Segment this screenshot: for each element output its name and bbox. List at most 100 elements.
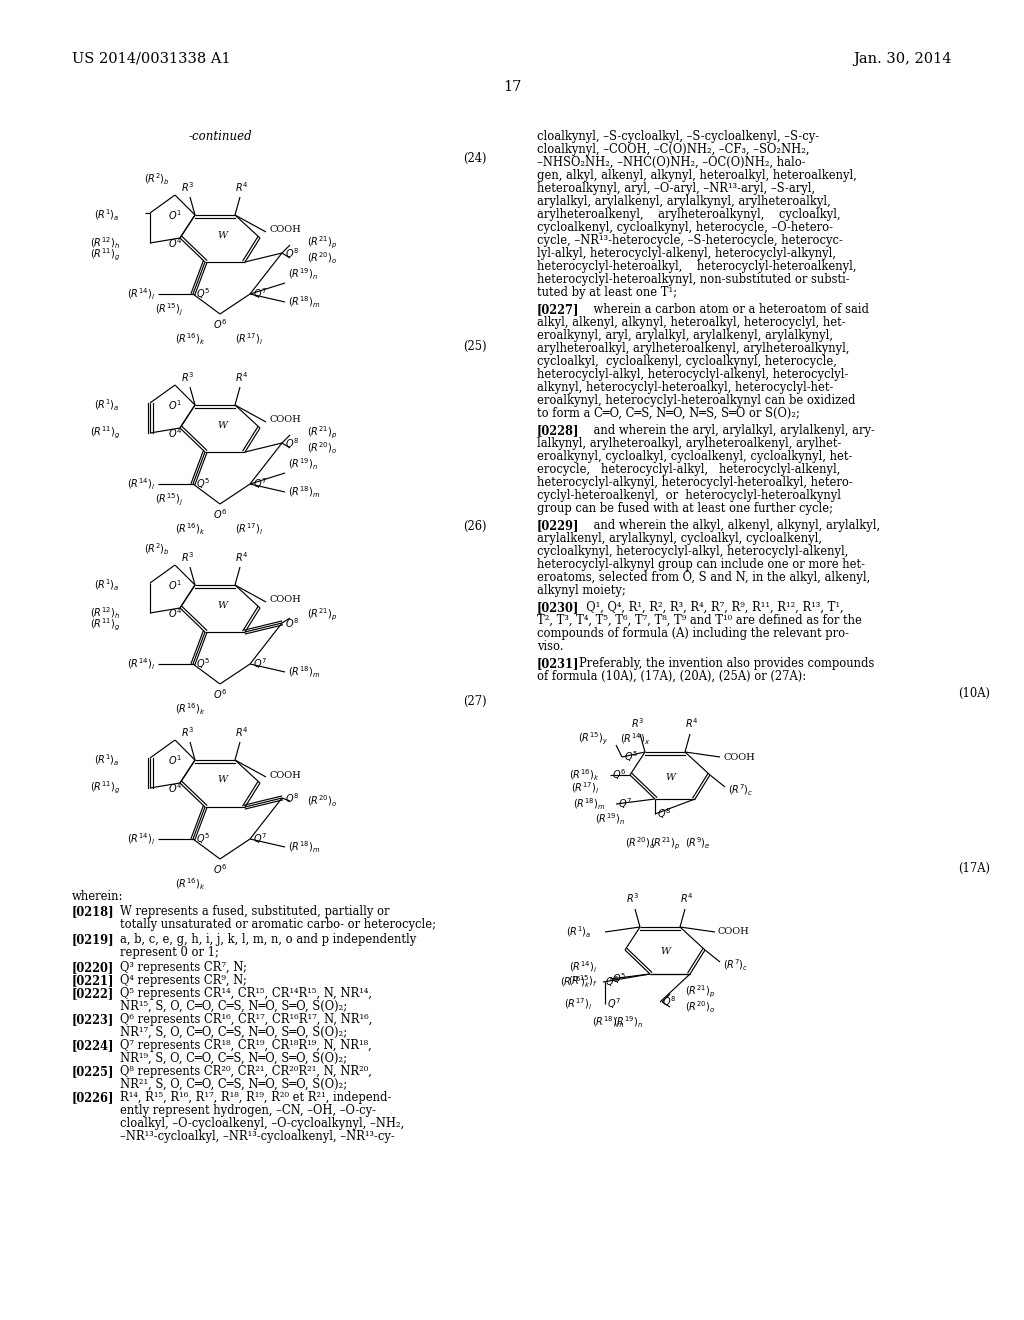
Text: wherein a carbon atom or a heteroatom of said: wherein a carbon atom or a heteroatom of… bbox=[579, 304, 869, 315]
Text: $(R^{11})_{g}$: $(R^{11})_{g}$ bbox=[90, 247, 120, 263]
Text: eroatoms, selected from O, S and N, in the alkyl, alkenyl,: eroatoms, selected from O, S and N, in t… bbox=[537, 572, 870, 583]
Text: $(R^{19})_{n}$: $(R^{19})_{n}$ bbox=[613, 1014, 643, 1030]
Text: $(R^{2})_{b}$: $(R^{2})_{b}$ bbox=[144, 172, 170, 187]
Text: $Q^{6}$: $Q^{6}$ bbox=[612, 768, 627, 783]
Text: R¹⁴, R¹⁵, R¹⁶, R¹⁷, R¹⁸, R¹⁹, R²⁰ et R²¹, independ-: R¹⁴, R¹⁵, R¹⁶, R¹⁷, R¹⁸, R¹⁹, R²⁰ et R²¹… bbox=[120, 1092, 391, 1104]
Text: [0220]: [0220] bbox=[72, 961, 115, 974]
Text: Q¹, Q⁴, R¹, R², R³, R⁴, R⁷, R⁹, R¹¹, R¹², R¹³, T¹,: Q¹, Q⁴, R¹, R², R³, R⁴, R⁷, R⁹, R¹¹, R¹²… bbox=[579, 601, 844, 614]
Text: $R^{4}$: $R^{4}$ bbox=[236, 370, 249, 384]
Text: $(R^{16})_{k}$: $(R^{16})_{k}$ bbox=[175, 333, 205, 347]
Text: $(R^{17})_{l}$: $(R^{17})_{l}$ bbox=[234, 521, 263, 537]
Text: $(R^{16})_{k}$: $(R^{16})_{k}$ bbox=[175, 702, 205, 717]
Text: compounds of formula (A) including the relevant pro-: compounds of formula (A) including the r… bbox=[537, 627, 849, 640]
Text: COOH: COOH bbox=[270, 226, 302, 235]
Text: COOH: COOH bbox=[723, 752, 755, 762]
Text: $R^{4}$: $R^{4}$ bbox=[236, 725, 249, 739]
Text: $(R^{17})_{l}$: $(R^{17})_{l}$ bbox=[234, 333, 263, 347]
Text: $R^{3}$: $R^{3}$ bbox=[632, 717, 645, 730]
Text: $(R^{15})_{j}$: $(R^{15})_{j}$ bbox=[155, 492, 183, 508]
Text: lyl-alkyl, heterocyclyl-alkenyl, heterocyclyl-alkynyl,: lyl-alkyl, heterocyclyl-alkenyl, heteroc… bbox=[537, 247, 836, 260]
Text: $(R^{1})_{a}$: $(R^{1})_{a}$ bbox=[94, 577, 120, 593]
Text: $Q^{8}$: $Q^{8}$ bbox=[662, 994, 676, 1010]
Text: T², T³, T⁴, T⁵, T⁶, T⁷, T⁸, T⁹ and T¹⁰ are defined as for the: T², T³, T⁴, T⁵, T⁶, T⁷, T⁸, T⁹ and T¹⁰ a… bbox=[537, 614, 862, 627]
Text: eroalkynyl, heterocyclyl-heteroalkynyl can be oxidized: eroalkynyl, heterocyclyl-heteroalkynyl c… bbox=[537, 393, 855, 407]
Text: $(R^{18})_{m}$: $(R^{18})_{m}$ bbox=[572, 796, 605, 812]
Text: $(R^{16})_{k}$: $(R^{16})_{k}$ bbox=[568, 767, 599, 783]
Text: a, b, c, e, g, h, i, j, k, l, m, n, o and p independently: a, b, c, e, g, h, i, j, k, l, m, n, o an… bbox=[120, 933, 416, 946]
Text: (17A): (17A) bbox=[958, 862, 990, 875]
Text: NR¹⁹, S, O, C═O, C═S, N═O, S═O, S(O)₂;: NR¹⁹, S, O, C═O, C═S, N═O, S═O, S(O)₂; bbox=[120, 1052, 347, 1065]
Text: NR¹⁵, S, O, C═O, C═S, N═O, S═O, S(O)₂;: NR¹⁵, S, O, C═O, C═S, N═O, S═O, S(O)₂; bbox=[120, 1001, 347, 1012]
Text: $(R^{14})_{x}$: $(R^{14})_{x}$ bbox=[620, 731, 650, 747]
Text: $(R^{18})_{m}$: $(R^{18})_{m}$ bbox=[592, 1014, 625, 1030]
Text: $(R^{16})_{k}$: $(R^{16})_{k}$ bbox=[175, 521, 205, 537]
Text: [0228]: [0228] bbox=[537, 424, 580, 437]
Text: $(R^{20})_{o}$: $(R^{20})_{o}$ bbox=[625, 836, 655, 851]
Text: $(R^{16})_{k}$: $(R^{16})_{k}$ bbox=[175, 876, 205, 892]
Text: alkynyl, heterocyclyl-heteroalkyl, heterocyclyl-het-: alkynyl, heterocyclyl-heteroalkyl, heter… bbox=[537, 381, 834, 393]
Text: $Q^{7}$: $Q^{7}$ bbox=[607, 997, 622, 1011]
Text: $(R^{1})_{a}$: $(R^{1})_{a}$ bbox=[566, 924, 592, 940]
Text: $(R^{18})_{m}$: $(R^{18})_{m}$ bbox=[288, 294, 321, 310]
Text: $(R^{2})_{b}$: $(R^{2})_{b}$ bbox=[144, 541, 170, 557]
Text: $(R^{12})_{h}$: $(R^{12})_{h}$ bbox=[90, 235, 120, 251]
Text: heterocyclyl-heteroalkynyl, non-substituted or substi-: heterocyclyl-heteroalkynyl, non-substitu… bbox=[537, 273, 850, 286]
Text: COOH: COOH bbox=[270, 771, 302, 780]
Text: heterocyclyl-heteroalkyl,    heterocyclyl-heteroalkenyl,: heterocyclyl-heteroalkyl, heterocyclyl-h… bbox=[537, 260, 856, 273]
Text: gen, alkyl, alkenyl, alkynyl, heteroalkyl, heteroalkenyl,: gen, alkyl, alkenyl, alkynyl, heteroalky… bbox=[537, 169, 857, 182]
Text: heterocyclyl-alkynyl group can include one or more het-: heterocyclyl-alkynyl group can include o… bbox=[537, 558, 865, 572]
Text: cloalkyl, –O-cycloalkenyl, –O-cycloalkynyl, –NH₂,: cloalkyl, –O-cycloalkenyl, –O-cycloalkyn… bbox=[120, 1117, 404, 1130]
Text: COOH: COOH bbox=[270, 416, 302, 425]
Text: cloalkynyl, –S-cycloalkyl, –S-cycloalkenyl, –S-cy-: cloalkynyl, –S-cycloalkyl, –S-cycloalken… bbox=[537, 129, 819, 143]
Text: $(R^{14})_{l}$: $(R^{14})_{l}$ bbox=[127, 656, 155, 672]
Text: $(R^{21})_{p}$: $(R^{21})_{p}$ bbox=[307, 235, 337, 251]
Text: W: W bbox=[217, 231, 227, 239]
Text: [0221]: [0221] bbox=[72, 974, 115, 987]
Text: $O^{6}$: $O^{6}$ bbox=[213, 686, 227, 701]
Text: $R^{3}$: $R^{3}$ bbox=[181, 181, 195, 194]
Text: $(R^{18})_{m}$: $(R^{18})_{m}$ bbox=[288, 840, 321, 855]
Text: $O^{1}$: $O^{1}$ bbox=[168, 399, 182, 412]
Text: $R^{3}$: $R^{3}$ bbox=[181, 725, 195, 739]
Text: $R^{4}$: $R^{4}$ bbox=[680, 891, 693, 906]
Text: $(R^{20})_{o}$: $(R^{20})_{o}$ bbox=[307, 793, 337, 809]
Text: $R^{3}$: $R^{3}$ bbox=[627, 891, 640, 906]
Text: $O^{8}$: $O^{8}$ bbox=[285, 616, 299, 630]
Text: $(R^{11})_{g}$: $(R^{11})_{g}$ bbox=[90, 425, 120, 441]
Text: [0226]: [0226] bbox=[72, 1092, 115, 1104]
Text: Q⁷ represents CR¹⁸, CR¹⁹, CR¹⁸R¹⁹, N, NR¹⁸,: Q⁷ represents CR¹⁸, CR¹⁹, CR¹⁸R¹⁹, N, NR… bbox=[120, 1039, 372, 1052]
Text: represent 0 or 1;: represent 0 or 1; bbox=[120, 946, 219, 960]
Text: $Q^{6}$: $Q^{6}$ bbox=[605, 974, 620, 990]
Text: W: W bbox=[665, 772, 675, 781]
Text: alkyl, alkenyl, alkynyl, heteroalkyl, heterocyclyl, het-: alkyl, alkenyl, alkynyl, heteroalkyl, he… bbox=[537, 315, 846, 329]
Text: cycle, –NR¹³-heterocycle, –S-heterocycle, heterocyc-: cycle, –NR¹³-heterocycle, –S-heterocycle… bbox=[537, 234, 843, 247]
Text: [0227]: [0227] bbox=[537, 304, 580, 315]
Text: $Q^{7}$: $Q^{7}$ bbox=[253, 656, 267, 672]
Text: $R^{4}$: $R^{4}$ bbox=[236, 550, 249, 564]
Text: $O^{4}$: $O^{4}$ bbox=[168, 236, 182, 249]
Text: heteroalkynyl, aryl, –O-aryl, –NR¹³-aryl, –S-aryl,: heteroalkynyl, aryl, –O-aryl, –NR¹³-aryl… bbox=[537, 182, 815, 195]
Text: to form a C═O, C═S, N═O, N═S, S═O or S(O)₂;: to form a C═O, C═S, N═O, N═S, S═O or S(O… bbox=[537, 407, 800, 420]
Text: $(R^{20})_{o}$: $(R^{20})_{o}$ bbox=[685, 999, 715, 1015]
Text: of formula (10A), (17A), (20A), (25A) or (27A):: of formula (10A), (17A), (20A), (25A) or… bbox=[537, 671, 806, 682]
Text: $(R^{20})_{o}$: $(R^{20})_{o}$ bbox=[307, 441, 337, 455]
Text: $O^{1}$: $O^{1}$ bbox=[168, 578, 182, 591]
Text: $O^{4}$: $O^{4}$ bbox=[168, 781, 182, 795]
Text: Preferably, the invention also provides compounds: Preferably, the invention also provides … bbox=[579, 657, 874, 671]
Text: W: W bbox=[660, 948, 670, 957]
Text: wherein:: wherein: bbox=[72, 890, 123, 903]
Text: $(R^{19})_{n}$: $(R^{19})_{n}$ bbox=[288, 267, 318, 281]
Text: $(R^{1})_{a}$: $(R^{1})_{a}$ bbox=[94, 397, 120, 413]
Text: $(R^{17})_{l}$: $(R^{17})_{l}$ bbox=[571, 780, 599, 796]
Text: $(R^{20})_{o}$: $(R^{20})_{o}$ bbox=[307, 251, 337, 265]
Text: alkynyl moiety;: alkynyl moiety; bbox=[537, 583, 626, 597]
Text: $(R^{21})_{p}$: $(R^{21})_{p}$ bbox=[307, 425, 337, 441]
Text: $(R^{11})_{g}$: $(R^{11})_{g}$ bbox=[90, 780, 120, 796]
Text: $Q^{5}$: $Q^{5}$ bbox=[196, 477, 210, 491]
Text: $(R^{18})_{m}$: $(R^{18})_{m}$ bbox=[288, 484, 321, 500]
Text: tuted by at least one T¹;: tuted by at least one T¹; bbox=[537, 286, 677, 300]
Text: -continued: -continued bbox=[188, 129, 252, 143]
Text: [0225]: [0225] bbox=[72, 1065, 115, 1078]
Text: $(R^{14})_{i}$: $(R^{14})_{i}$ bbox=[569, 960, 597, 974]
Text: arylheteroalkenyl,    arylheteroalkynyl,    cycloalkyl,: arylheteroalkenyl, arylheteroalkynyl, cy… bbox=[537, 209, 841, 220]
